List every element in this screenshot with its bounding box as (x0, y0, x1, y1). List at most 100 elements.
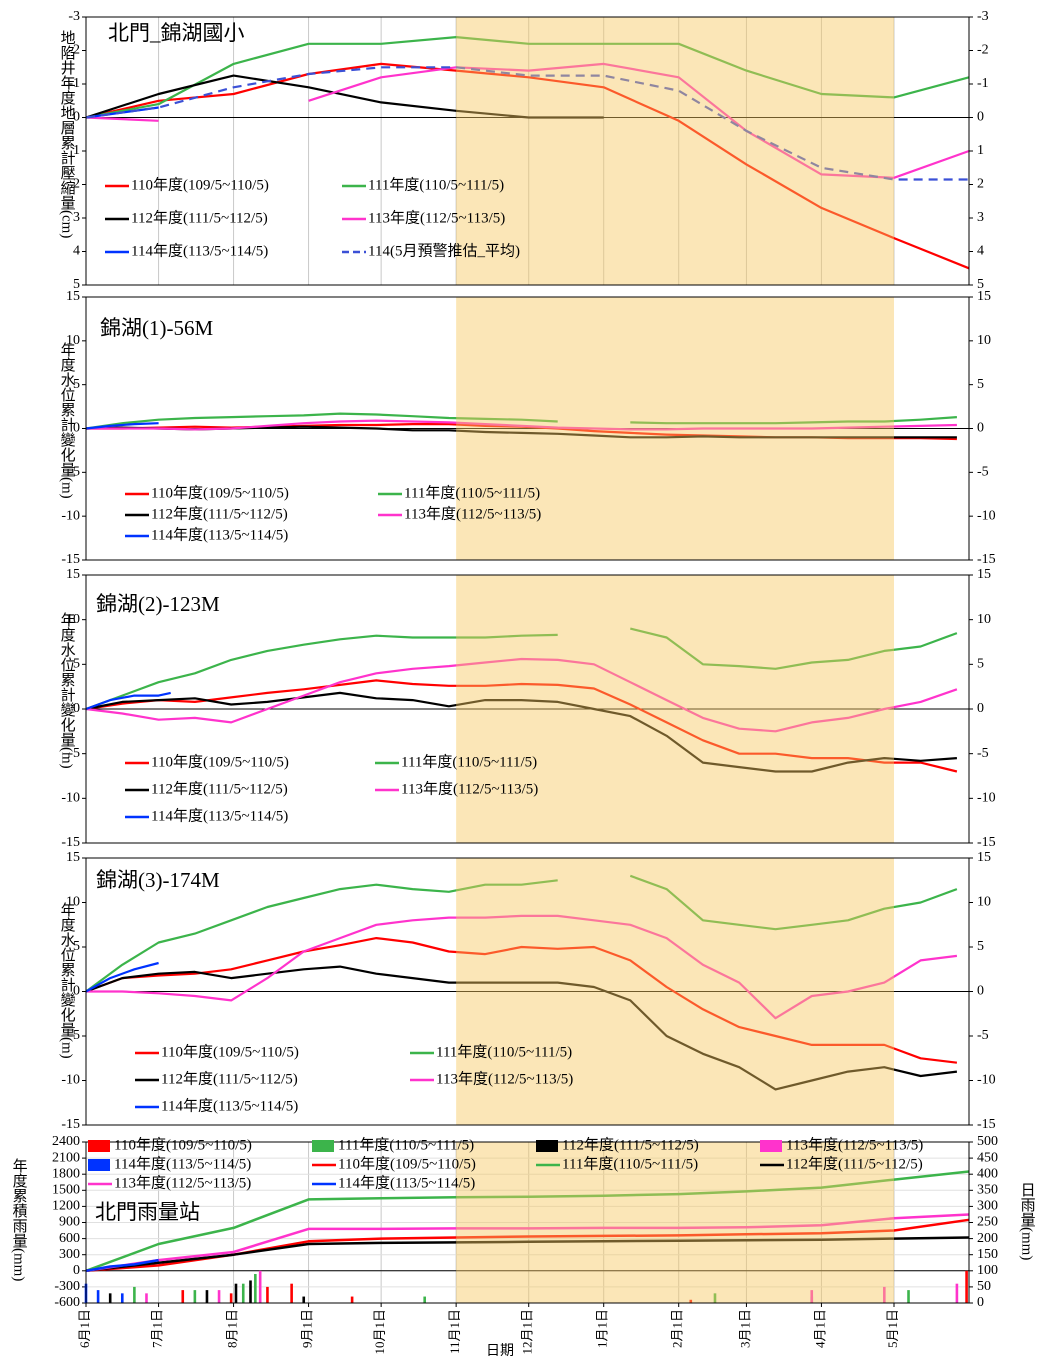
rain-bar (302, 1296, 306, 1303)
legend-swatch (88, 1140, 110, 1152)
rain-bar (350, 1296, 354, 1303)
y-axis-label: 年度水位累計變化量(m) (59, 612, 76, 769)
rain-bar (423, 1296, 426, 1303)
rain-bar (689, 1299, 693, 1303)
y2-axis-label: 日雨量(mm) (1019, 1182, 1036, 1260)
highlight-period (456, 575, 895, 843)
x-tick-label: 8月1日 (225, 1309, 240, 1348)
y2-tick-label: 50 (977, 1279, 991, 1294)
x-tick-label: 2月1日 (670, 1309, 685, 1348)
y-tick-label: -3 (68, 9, 80, 24)
legend-label: 111年度(110/5~111/5) (404, 484, 540, 501)
x-tick-label: 7月1日 (150, 1309, 165, 1348)
series-line (85, 1170, 970, 1272)
y-tick-label: -5 (68, 465, 80, 480)
series-line (85, 62, 970, 179)
y-tick-label: 900 (59, 1215, 80, 1230)
y-tick-label-right: -15 (977, 1117, 996, 1132)
y-tick-label: 0 (73, 701, 80, 716)
legend-swatch (88, 1159, 110, 1171)
y-tick-label: -10 (61, 1073, 80, 1088)
highlight-period (456, 297, 895, 560)
legend-label: 114年度(113/5~114/5) (161, 1097, 298, 1114)
y2-tick-label: 200 (977, 1231, 998, 1246)
y-tick-label-right: 1 (977, 143, 984, 158)
y2-tick-label: 0 (977, 1295, 984, 1310)
legend-label: 112年度(111/5~112/5) (786, 1155, 923, 1172)
rain-bar (266, 1286, 269, 1303)
y-tick-label: 5 (73, 277, 80, 292)
y-tick-label: 0 (73, 984, 80, 999)
y-tick-label: 3 (73, 210, 80, 225)
y-tick-label: -5 (68, 746, 80, 761)
legend-label: 114年度(113/5~114/5) (151, 807, 288, 824)
legend-label: 113年度(112/5~113/5) (786, 1136, 923, 1153)
series-line (85, 74, 604, 119)
x-tick-label: 9月1日 (300, 1309, 315, 1348)
y-tick-label-right: -5 (977, 1028, 989, 1043)
rain-bar (193, 1290, 197, 1303)
series-line (85, 422, 159, 430)
y-tick-label: 0 (73, 1263, 80, 1278)
rain-bar (145, 1293, 148, 1303)
plot-frame (85, 1141, 970, 1304)
rain-bar (181, 1290, 185, 1303)
y-tick-label: -15 (61, 552, 80, 567)
y-tick-label: 0 (73, 421, 80, 436)
plot-frame (85, 296, 970, 561)
y-tick-label-right: 0 (977, 421, 984, 436)
y-tick-label-right: 0 (977, 110, 984, 125)
y2-tick-label: 100 (977, 1263, 998, 1278)
legend-label: 112年度(111/5~112/5) (151, 505, 288, 522)
rain-bar (96, 1290, 100, 1303)
series-line (85, 1236, 970, 1273)
y-tick-label: -10 (61, 508, 80, 523)
y-tick-label-right: -5 (977, 746, 989, 761)
rain-bar (883, 1286, 886, 1303)
plot-frame (85, 574, 970, 844)
y-tick-label: -300 (54, 1279, 80, 1294)
panel-title: 錦湖(3)-174M (96, 868, 220, 892)
series-line (85, 965, 958, 1091)
y-tick-label: -15 (61, 835, 80, 850)
y-tick-label: -600 (54, 1295, 80, 1310)
legend-label: 114年度(113/5~114/5) (151, 526, 288, 543)
series-line (85, 62, 970, 270)
series-line (85, 691, 957, 773)
y-tick-label-right: -2 (977, 43, 989, 58)
series-line (85, 1213, 970, 1273)
y-tick-label: 300 (59, 1247, 80, 1262)
panel-title: 錦湖(2)-123M (96, 592, 220, 616)
series-line (85, 657, 958, 733)
rain-bar (241, 1283, 245, 1303)
y-tick-label-right: 5 (977, 377, 984, 392)
y-tick-label-right: 15 (977, 289, 991, 304)
y-tick-label: 0 (73, 110, 80, 125)
y2-tick-label: 450 (977, 1150, 998, 1165)
y-tick-label: 1200 (52, 1199, 80, 1214)
highlight-period (456, 17, 895, 285)
y-tick-label-right: 0 (977, 701, 984, 716)
y-tick-label-right: 15 (977, 567, 991, 582)
y-tick-label-right: 10 (977, 895, 991, 910)
y2-tick-label: 250 (977, 1215, 998, 1230)
rain-bar (713, 1293, 717, 1303)
y-tick-label-right: 15 (977, 850, 991, 865)
x-tick-label: 6月1日 (77, 1309, 92, 1348)
legend-label: 111年度(110/5~111/5) (338, 1136, 474, 1153)
legend-label: 110年度(109/5~110/5) (151, 484, 289, 501)
y-tick-label-right: -10 (977, 1073, 996, 1088)
y-tick-label-right: -15 (977, 552, 996, 567)
legend-label: 112年度(111/5~112/5) (562, 1136, 699, 1153)
y-tick-label-right: 4 (977, 244, 984, 259)
y-tick-label: 15 (66, 567, 80, 582)
x-tick-label: 12月1日 (520, 1309, 535, 1355)
y-tick-label-right: 10 (977, 333, 991, 348)
series-line (85, 627, 958, 711)
series-line (85, 412, 957, 430)
series-line (85, 1258, 159, 1273)
legend-label: 113年度(112/5~113/5) (436, 1070, 573, 1087)
y-tick-label-right: -10 (977, 791, 996, 806)
y-tick-label-right: 10 (977, 612, 991, 627)
series-line (86, 419, 957, 431)
